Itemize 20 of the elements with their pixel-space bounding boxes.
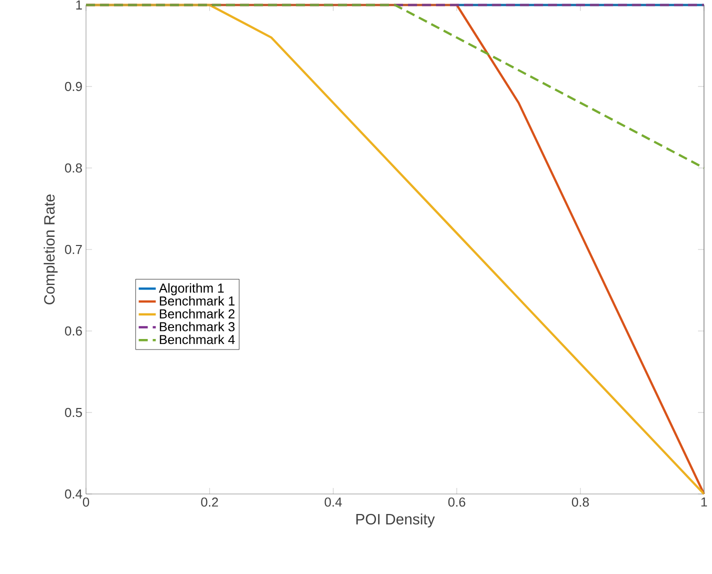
legend-label: Benchmark 3	[160, 322, 235, 332]
y-tick-label: 0.4	[64, 489, 82, 499]
y-tick-label: 0.8	[64, 163, 82, 173]
x-axis-title: POI Density	[356, 514, 435, 528]
x-tick-label: 0.8	[572, 498, 589, 507]
y-axis-title: Completion Rate	[44, 194, 58, 304]
x-tick-label: 0	[82, 498, 90, 507]
x-tick-label: 0.2	[201, 498, 218, 507]
legend-label: Benchmark 1	[160, 296, 235, 306]
x-tick-label: 0.4	[324, 498, 342, 507]
legend-label: Algorithm 1	[158, 283, 224, 296]
x-tick-label: 1	[701, 498, 707, 506]
legend-label: Benchmark 4	[160, 334, 235, 344]
legend-label: Benchmark 2	[160, 308, 234, 318]
y-tick-label: 0.7	[64, 244, 82, 254]
y-tick-label: 0.9	[64, 82, 82, 92]
x-tick-label: 0.6	[448, 498, 466, 507]
y-tick-label: 1	[76, 0, 82, 10]
y-tick-label: 0.6	[64, 326, 82, 336]
y-tick-label: 0.5	[64, 408, 82, 418]
